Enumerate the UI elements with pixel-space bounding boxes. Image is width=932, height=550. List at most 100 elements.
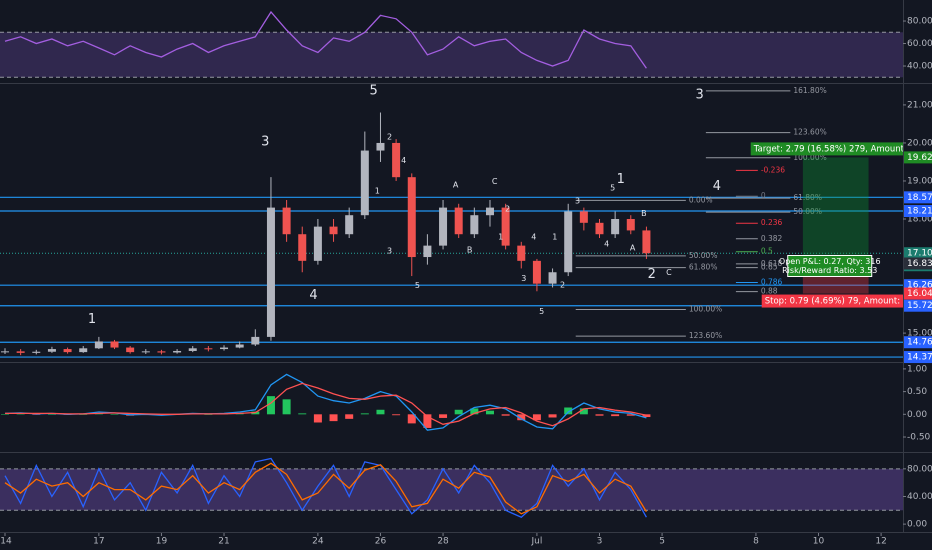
histogram-bar: [392, 414, 401, 416]
wave-label: A: [453, 181, 459, 190]
level-label-box: [904, 351, 932, 364]
candle-body: [392, 142, 401, 178]
fib-label: 161.80%: [793, 86, 826, 95]
target-label: Target: 2.79 (16.58%) 279, Amount: 18: [753, 144, 921, 154]
histogram-bar: [329, 414, 338, 422]
y-tick-label: 60.00: [907, 39, 932, 49]
level-label-box: [904, 257, 932, 270]
fib-label: 50.00%: [689, 251, 718, 260]
histogram-bar: [32, 414, 41, 415]
candle-body: [298, 234, 307, 261]
series-line: [4, 462, 647, 515]
axis-bg: [903, 0, 932, 550]
candle-body: [548, 272, 557, 284]
wave-label: C: [492, 177, 498, 186]
candle-body: [204, 348, 213, 350]
histogram-bar: [595, 414, 604, 416]
candle-body: [423, 245, 432, 258]
level-label-box: [904, 287, 932, 300]
level-label: 18.21: [907, 207, 932, 217]
wave-label: C: [666, 268, 672, 277]
band: [0, 468, 903, 511]
fib-label: 0.786: [761, 278, 783, 287]
candle-body: [47, 349, 56, 352]
x-tick-label: 14: [0, 537, 12, 547]
wave-label: 2: [560, 280, 565, 289]
x-tick-label: 24: [312, 537, 324, 547]
level-label-box: [904, 205, 932, 218]
y-tick-label: 20.00: [907, 138, 932, 148]
wave-label: 3: [575, 197, 580, 206]
y-tick-label: 40.00: [907, 62, 932, 72]
histogram-bar: [282, 399, 291, 415]
candle-body: [79, 348, 88, 353]
candle-body: [282, 207, 291, 235]
x-tick-label: 10: [813, 537, 825, 547]
fib-label: 0.88: [761, 287, 778, 296]
y-tick-label: 0.00: [907, 520, 927, 530]
level-label-box: [904, 336, 932, 349]
series-line: [4, 457, 647, 518]
wave-label: 1: [498, 232, 503, 241]
wave-label: 1: [552, 232, 557, 241]
level-label: 17.10: [907, 249, 932, 259]
fib-label: 61.80%: [689, 263, 718, 272]
y-tick-label: 80.00: [907, 464, 932, 474]
candle-body: [94, 341, 103, 349]
x-tick-label: 3: [597, 537, 603, 547]
wave-label: A: [630, 243, 636, 252]
wave-label: B: [641, 209, 647, 218]
candle-body: [1, 351, 9, 353]
histogram-bar: [439, 414, 448, 418]
panel: 161.80%123.60%100.00%61.80%50.00%0.00%50…: [0, 86, 903, 358]
candle-body: [470, 215, 479, 235]
wave-label: 4: [531, 232, 536, 241]
candle-body: [532, 260, 541, 284]
candle-body: [454, 207, 463, 235]
level-label: 16.83: [907, 259, 932, 269]
wave-label: 2: [648, 267, 656, 282]
histogram-bar: [579, 408, 588, 415]
wave-label: 2: [505, 205, 510, 214]
pnl-label: Open P&L: 0.27, Qty: 316: [779, 257, 881, 266]
y-tick-label: 40.00: [907, 492, 932, 502]
stop-label: Stop: 0.79 (4.69%) 79, Amount: 750.: [765, 297, 922, 307]
fib-label: 0.236: [761, 218, 783, 227]
level-label: 16.04: [907, 289, 932, 299]
level-label-box: [904, 191, 932, 204]
wave-label: B: [467, 245, 473, 254]
candle-body: [173, 350, 182, 353]
candle-body: [329, 226, 338, 235]
candle-body: [126, 347, 135, 353]
histogram-bar: [266, 396, 275, 415]
level-label-box: [904, 151, 932, 164]
candle-body: [235, 344, 244, 348]
histogram-bar: [298, 413, 307, 415]
x-tick-label: 26: [375, 537, 387, 547]
candle-body: [407, 177, 416, 258]
fib-label: 0.382: [761, 234, 783, 243]
histogram-bar: [454, 409, 463, 415]
wave-label: 3: [387, 246, 392, 255]
fib-label: 123.60%: [689, 331, 722, 340]
y-tick-label: 0.50: [907, 387, 927, 397]
candle-body: [63, 349, 72, 353]
candle-body: [501, 207, 510, 246]
y-tick-label: 15.00: [907, 329, 932, 339]
wave-label: 1: [375, 187, 380, 196]
candle-body: [564, 211, 573, 273]
candle-body: [251, 336, 260, 345]
level-label: 14.76: [907, 338, 932, 348]
candle-body: [157, 351, 166, 353]
histogram-bar: [360, 413, 369, 415]
panel: [0, 10, 903, 78]
histogram-bar: [501, 414, 510, 416]
candle-body: [345, 215, 354, 235]
histogram-bar: [532, 414, 541, 421]
histogram-bar: [110, 414, 119, 415]
x-tick-label: 8: [753, 537, 759, 547]
histogram-bar: [1, 414, 9, 415]
histogram-bar: [470, 408, 479, 415]
rr-label: Risk/Reward Ratio: 3.53: [782, 266, 877, 275]
